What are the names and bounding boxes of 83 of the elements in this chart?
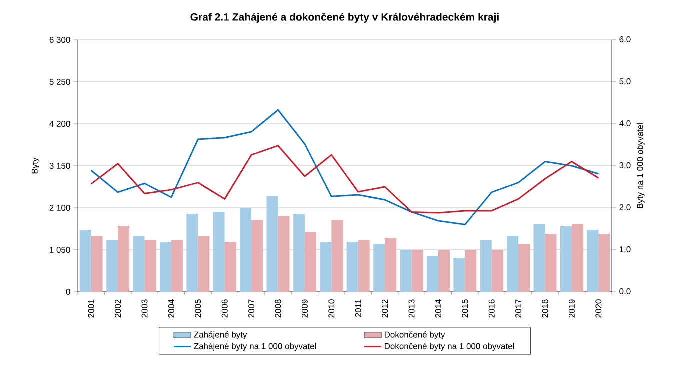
bar [186, 214, 198, 292]
bar [438, 250, 450, 292]
y-tick-label: 3 150 [50, 163, 70, 170]
chart-title: Graf 2.1 Zahájené a dokončené byty v Královéhradeckém kraji [190, 12, 499, 23]
x-tick-label: 2012 [382, 300, 388, 318]
x-tick-label: 2019 [568, 300, 575, 318]
x-tick-label: 2013 [408, 300, 415, 318]
bar [465, 250, 477, 292]
bar [412, 250, 424, 292]
line-series [90, 109, 600, 226]
y2-tick-label: 4,0 [619, 120, 631, 128]
bar [278, 216, 290, 292]
y-tick-label: 2 100 [50, 205, 70, 212]
y-tick-label: 0 [66, 289, 70, 296]
bar [598, 234, 610, 292]
bar [332, 220, 344, 292]
x-tick-label: 2011 [355, 300, 362, 318]
bar [80, 230, 92, 292]
y2-tick-label: 0,0 [620, 288, 631, 296]
bar [91, 236, 103, 292]
x-tick-label: 2008 [275, 300, 282, 318]
y2-tick-label: 3,0 [620, 162, 631, 170]
x-tick-label: 2005 [195, 300, 202, 318]
y2-tick-label: 2,0 [620, 204, 631, 212]
bar [198, 236, 210, 292]
bar [454, 258, 466, 292]
x-tick-label: 2004 [168, 300, 174, 318]
bar [144, 240, 156, 292]
bar [106, 240, 118, 292]
y-tick-label: 4 200 [50, 121, 70, 128]
bar [304, 232, 316, 292]
y-tick-label: 6 300 [50, 37, 70, 44]
y-tick-label: 5 250 [50, 79, 70, 86]
bar [293, 214, 305, 292]
bar [213, 212, 225, 292]
bar [252, 220, 264, 292]
x-tick-label: 2003 [142, 300, 148, 318]
bar [320, 242, 332, 292]
bar [518, 244, 530, 292]
bar [400, 250, 412, 292]
bar [480, 240, 492, 292]
y-axis-title: Byty [32, 158, 40, 174]
bar [385, 238, 397, 292]
bar [358, 240, 370, 292]
y2-tick-label: 5,0 [620, 78, 631, 86]
bar [587, 230, 599, 292]
bar [426, 256, 438, 292]
bar [160, 242, 172, 292]
y2-tick-label: 6,0 [620, 36, 631, 44]
bar [572, 224, 584, 292]
x-tick-label: 2015 [462, 300, 468, 318]
bar [534, 224, 546, 292]
x-tick-label: 2002 [115, 300, 122, 318]
x-tick-label: 2001 [88, 300, 94, 318]
y-tick-label: 1 050 [50, 247, 70, 254]
bar [492, 250, 504, 292]
x-tick-label: 2020 [596, 300, 602, 318]
line-series [90, 145, 600, 214]
x-tick-label: 2018 [542, 300, 548, 318]
bar [346, 242, 358, 292]
bar [266, 196, 278, 292]
x-tick-label: 2010 [328, 300, 335, 318]
bar [118, 226, 130, 292]
x-tick-label: 2007 [248, 300, 255, 318]
bar [133, 236, 145, 292]
x-tick-label: 2017 [516, 300, 522, 318]
y2-axis-title: Byty na 1 000 obyvatel [636, 124, 645, 208]
x-tick-label: 2016 [488, 300, 495, 318]
bar [240, 208, 252, 292]
legend-label: Zahájené byty [194, 331, 248, 340]
bar [171, 240, 183, 292]
legend-label: Dokončené byty [384, 331, 446, 340]
bar [507, 236, 519, 292]
x-tick-label: 2009 [302, 300, 308, 318]
bar [224, 242, 236, 292]
x-tick-label: 2006 [222, 300, 228, 318]
bar [374, 244, 386, 292]
y2-tick-label: 1,0 [620, 246, 631, 254]
bar [560, 226, 572, 292]
bar [545, 234, 557, 292]
legend-label: Dokončené byty na 1 000 obyvatel [384, 343, 514, 352]
x-tick-label: 2014 [435, 300, 442, 318]
legend-label: Zahájené byty na 1 000 obyvatel [194, 343, 316, 352]
